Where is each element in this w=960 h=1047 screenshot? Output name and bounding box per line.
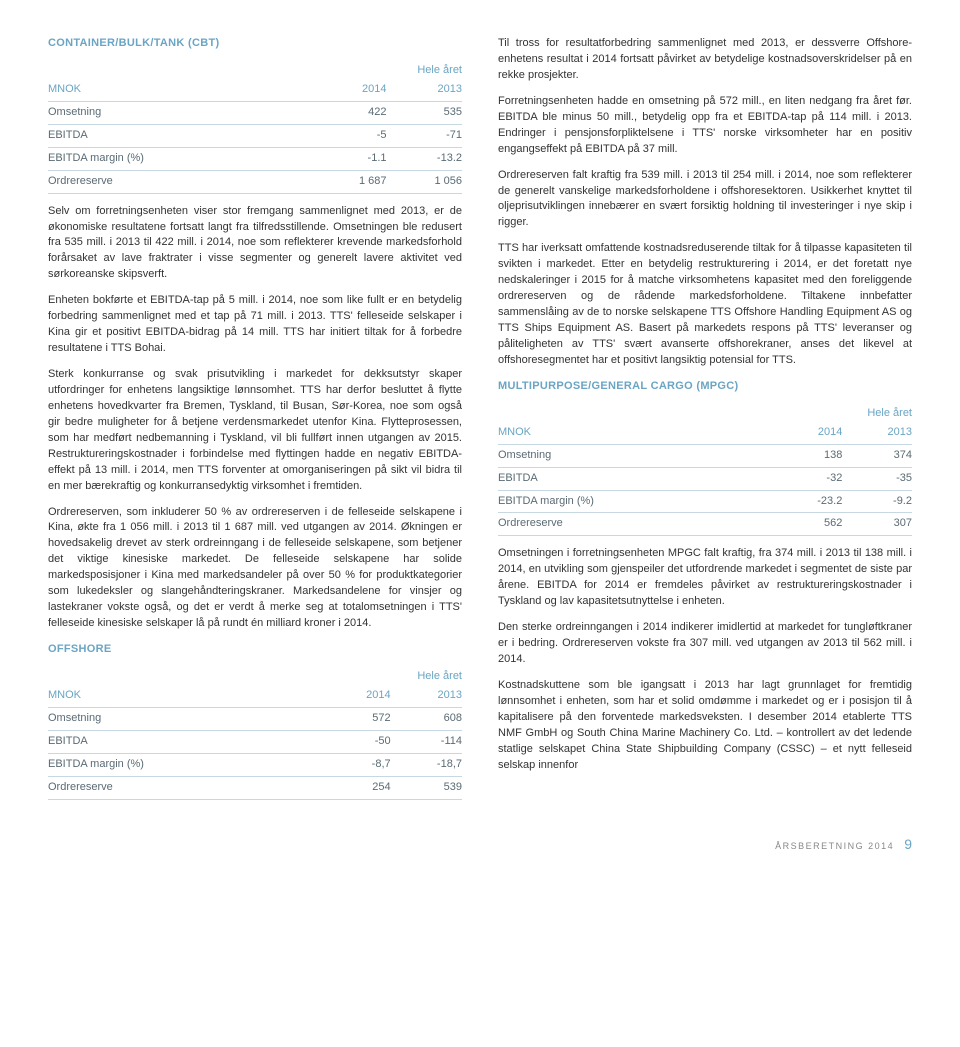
cell: EBITDA margin (%)	[48, 753, 321, 776]
cbt-heading: CONTAINER/BULK/TANK (CBT)	[48, 36, 462, 52]
cbt-para-3: Ordrereserven, som inkluderer 50 % av or…	[48, 505, 462, 633]
cell: 1 687	[311, 170, 386, 193]
offshore-year-1: 2013	[391, 685, 462, 707]
cbt-year-1: 2013	[387, 79, 462, 101]
mpgc-col-label: MNOK	[498, 422, 771, 444]
cbt-year-0: 2014	[311, 79, 386, 101]
table-row: Omsetning 138 374	[498, 444, 912, 467]
table-row: EBITDA margin (%) -8,7 -18,7	[48, 753, 462, 776]
right-para-2: Ordrereserven falt kraftig fra 539 mill.…	[498, 168, 912, 232]
cell: 138	[771, 444, 842, 467]
mpgc-table: Hele året MNOK 2014 2013 Omsetning 138 3…	[498, 403, 912, 537]
cbt-table: Hele året MNOK 2014 2013 Omsetning 422 5…	[48, 60, 462, 194]
table-row: EBITDA -50 -114	[48, 730, 462, 753]
cell: Ordrereserve	[48, 776, 321, 799]
table-row: EBITDA -5 -71	[48, 124, 462, 147]
cell: 572	[321, 707, 391, 730]
cell: Ordrereserve	[498, 513, 771, 536]
right-para-1: Forretningsenheten hadde en omsetning på…	[498, 94, 912, 158]
table-row: EBITDA -32 -35	[498, 467, 912, 490]
cell: Omsetning	[48, 707, 321, 730]
cell: -23.2	[771, 490, 842, 513]
cell: Omsetning	[48, 101, 311, 124]
cell: -35	[842, 467, 912, 490]
page-footer: ÅRSBERETNING 2014 9	[48, 834, 912, 854]
offshore-superhead: Hele året	[48, 666, 462, 685]
cell: EBITDA	[48, 730, 321, 753]
table-row: Omsetning 422 535	[48, 101, 462, 124]
mpgc-para-0: Omsetningen i forretningsenheten MPGC fa…	[498, 546, 912, 610]
right-para-0: Til tross for resultatforbedring sammenl…	[498, 36, 912, 84]
cell: 539	[391, 776, 462, 799]
cell: -71	[387, 124, 462, 147]
footer-label: ÅRSBERETNING 2014	[775, 841, 894, 851]
mpgc-superhead: Hele året	[498, 403, 912, 422]
offshore-heading: OFFSHORE	[48, 642, 462, 658]
offshore-col-label: MNOK	[48, 685, 321, 707]
cell: 254	[321, 776, 391, 799]
cell: 1 056	[387, 170, 462, 193]
cbt-para-2: Sterk konkurranse og svak prisutvikling …	[48, 367, 462, 495]
cell: 422	[311, 101, 386, 124]
cell: -50	[321, 730, 391, 753]
cell: -9.2	[842, 490, 912, 513]
cbt-col-label: MNOK	[48, 79, 311, 101]
offshore-table: Hele året MNOK 2014 2013 Omsetning 572 6…	[48, 666, 462, 800]
cell: EBITDA margin (%)	[48, 147, 311, 170]
mpgc-year-0: 2014	[771, 422, 842, 444]
cell: -5	[311, 124, 386, 147]
cell: 535	[387, 101, 462, 124]
cbt-para-1: Enheten bokførte et EBITDA-tap på 5 mill…	[48, 293, 462, 357]
offshore-year-0: 2014	[321, 685, 391, 707]
left-column: CONTAINER/BULK/TANK (CBT) Hele året MNOK…	[48, 36, 462, 810]
cell: EBITDA	[498, 467, 771, 490]
table-row: Ordrereserve 562 307	[498, 513, 912, 536]
cell: Omsetning	[498, 444, 771, 467]
cell: EBITDA	[48, 124, 311, 147]
cell: Ordrereserve	[48, 170, 311, 193]
right-para-3: TTS har iverksatt omfattende kostnadsred…	[498, 241, 912, 369]
cell: -1.1	[311, 147, 386, 170]
cell: 608	[391, 707, 462, 730]
right-column: Til tross for resultatforbedring sammenl…	[498, 36, 912, 810]
mpgc-year-1: 2013	[842, 422, 912, 444]
cell: -8,7	[321, 753, 391, 776]
cell: -32	[771, 467, 842, 490]
cell: 374	[842, 444, 912, 467]
mpgc-para-2: Kostnadskuttene som ble igangsatt i 2013…	[498, 678, 912, 774]
page-number: 9	[904, 836, 912, 852]
cell: EBITDA margin (%)	[498, 490, 771, 513]
cell: -18,7	[391, 753, 462, 776]
mpgc-para-1: Den sterke ordreinngangen i 2014 indiker…	[498, 620, 912, 668]
table-row: Ordrereserve 1 687 1 056	[48, 170, 462, 193]
table-row: Ordrereserve 254 539	[48, 776, 462, 799]
cell: 307	[842, 513, 912, 536]
cell: 562	[771, 513, 842, 536]
cbt-superhead: Hele året	[48, 60, 462, 79]
cbt-para-0: Selv om forretningsenheten viser stor fr…	[48, 204, 462, 284]
mpgc-heading: MULTIPURPOSE/GENERAL CARGO (MPGC)	[498, 379, 912, 395]
cell: -13.2	[387, 147, 462, 170]
table-row: EBITDA margin (%) -1.1 -13.2	[48, 147, 462, 170]
table-row: EBITDA margin (%) -23.2 -9.2	[498, 490, 912, 513]
cell: -114	[391, 730, 462, 753]
table-row: Omsetning 572 608	[48, 707, 462, 730]
